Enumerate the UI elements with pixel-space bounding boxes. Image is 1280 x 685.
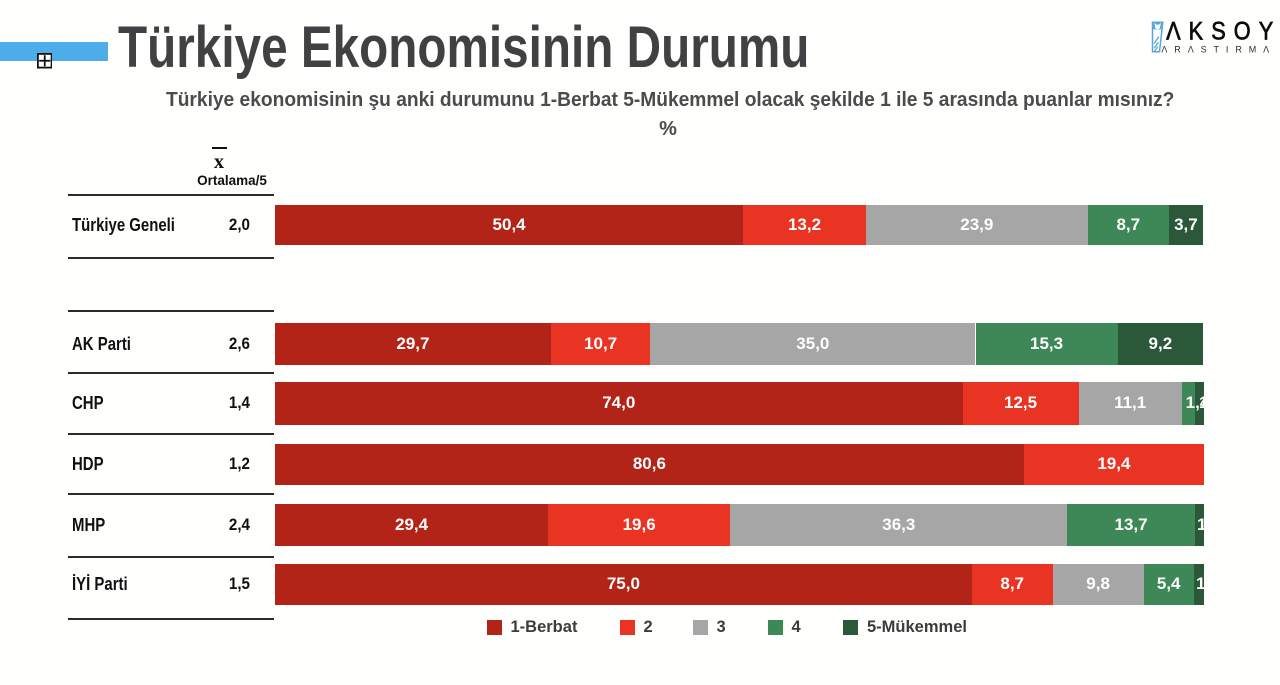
svg-text:ΛRΛSTIRMΛ: ΛRΛSTIRMΛ [1161,45,1276,55]
svg-text:ΛKSOY: ΛKSOY [1166,17,1280,45]
